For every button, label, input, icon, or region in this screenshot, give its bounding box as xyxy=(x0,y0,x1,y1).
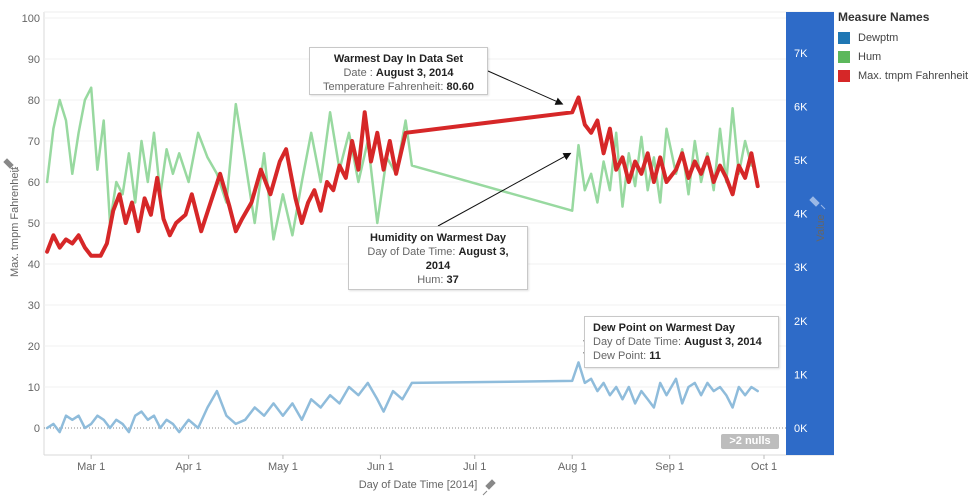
annotation-warmest-day: Warmest Day In Data Set Date : August 3,… xyxy=(309,47,488,95)
x-tick-label: Apr 1 xyxy=(175,461,201,473)
y-right-tick-label: 0K xyxy=(794,423,808,435)
annotation-humidity: Humidity on Warmest Day Day of Date Time… xyxy=(348,226,528,290)
y-tick-label: 0 xyxy=(34,423,40,435)
x-tick-label: Jul 1 xyxy=(463,461,486,473)
legend-title: Measure Names xyxy=(838,10,930,24)
annotation-label: Hum: xyxy=(417,274,444,286)
y-tick-label: 40 xyxy=(28,259,40,271)
y-right-tick-label: 4K xyxy=(794,209,808,221)
x-tick-label: Oct 1 xyxy=(751,461,777,473)
annotation-title: Warmest Day In Data Set xyxy=(333,53,464,65)
y-tick-label: 10 xyxy=(28,382,40,394)
y-right-tick-label: 3K xyxy=(794,262,808,274)
legend-label: Dewptm xyxy=(858,32,899,44)
x-tick-label: May 1 xyxy=(268,461,298,473)
y-tick-label: 100 xyxy=(22,13,40,25)
legend: Measure Names Dewptm Hum Max. tmpm Fahre… xyxy=(838,10,978,87)
series-line-max-tmpm-fahrenheit[interactable] xyxy=(45,95,760,258)
nulls-badge[interactable]: >2 nulls xyxy=(721,434,779,449)
y-right-tick-label: 2K xyxy=(794,316,808,328)
annotation-value: 11 xyxy=(649,350,661,362)
right-axis-band xyxy=(786,12,834,455)
annotation-dew-point: Dew Point on Warmest Day Day of Date Tim… xyxy=(584,316,779,368)
y-right-tick-label: 1K xyxy=(794,369,808,381)
annotation-label: Date : xyxy=(343,67,373,79)
annotation-label: Dew Point: xyxy=(593,350,647,362)
y-right-tick-label: 7K xyxy=(794,48,808,60)
annotation-value: August 3, 2014 xyxy=(425,246,509,272)
y-tick-label: 60 xyxy=(28,177,40,189)
annotation-line: Temperature Fahrenheit: 80.60 xyxy=(318,80,479,94)
y-axis-title-right: Value xyxy=(815,214,827,241)
series-layer xyxy=(45,86,760,434)
legend-item-max-tmpm[interactable]: Max. tmpm Fahrenheit xyxy=(838,68,978,84)
x-tick-label: Mar 1 xyxy=(77,461,105,473)
annotation-line: Date : August 3, 2014 xyxy=(318,66,479,80)
y-axis-title-left: Max. tmpm Fahrenheit xyxy=(9,167,21,277)
annotation-value: 80.60 xyxy=(446,81,475,93)
legend-swatch xyxy=(838,51,850,63)
y-tick-label: 30 xyxy=(28,300,40,312)
arrow-humidity xyxy=(437,152,572,227)
legend-swatch xyxy=(838,70,850,82)
annotation-label: Day of Date Time: xyxy=(593,336,682,348)
grid xyxy=(43,11,834,459)
y-tick-label: 50 xyxy=(28,218,40,230)
arrow-warmest xyxy=(487,70,564,105)
legend-item-dewptm[interactable]: Dewptm xyxy=(838,30,978,46)
y-tick-label: 20 xyxy=(28,341,40,353)
x-tick-label: Jun 1 xyxy=(367,461,394,473)
annotation-value: August 3, 2014 xyxy=(684,336,762,348)
annotation-label: Temperature Fahrenheit: xyxy=(322,81,444,93)
legend-swatch xyxy=(838,32,850,44)
legend-label: Max. tmpm Fahrenheit xyxy=(858,70,969,82)
annotation-line: Dew Point: 11 xyxy=(593,349,770,363)
y-tick-label: 70 xyxy=(28,136,40,148)
pin-icon[interactable] xyxy=(3,158,20,172)
annotation-line: Hum: 37 xyxy=(357,273,519,287)
x-tick-label: Sep 1 xyxy=(655,461,684,473)
x-tick-label: Aug 1 xyxy=(558,461,587,473)
y-tick-label: 90 xyxy=(28,54,40,66)
series-line-hum[interactable] xyxy=(45,86,753,241)
annotation-title: Dew Point on Warmest Day xyxy=(593,322,736,334)
y-right-tick-label: 6K xyxy=(794,101,808,113)
pin-icon[interactable] xyxy=(809,196,826,210)
annotation-line: Day of Date Time: August 3, 2014 xyxy=(593,335,770,349)
axis-ticks: 0 10 20 30 40 50 60 70 80 90 100 Mar 1 Apr 1 May 1 Jun… xyxy=(22,13,808,473)
x-axis-title: Day of Date Time [2014] xyxy=(359,479,478,491)
legend-label: Hum xyxy=(858,51,882,63)
y-right-tick-label: 5K xyxy=(794,155,808,167)
annotation-value: 37 xyxy=(446,274,459,286)
annotation-title: Humidity on Warmest Day xyxy=(370,232,506,244)
annotation-value: August 3, 2014 xyxy=(375,67,454,79)
annotation-label: Day of Date Time: xyxy=(367,246,456,258)
y-tick-label: 80 xyxy=(28,95,40,107)
series-line-dewptm[interactable] xyxy=(45,361,759,434)
annotation-line: Day of Date Time: August 3, 2014 xyxy=(357,245,519,273)
pin-icon[interactable] xyxy=(482,479,496,496)
legend-item-hum[interactable]: Hum xyxy=(838,49,978,65)
